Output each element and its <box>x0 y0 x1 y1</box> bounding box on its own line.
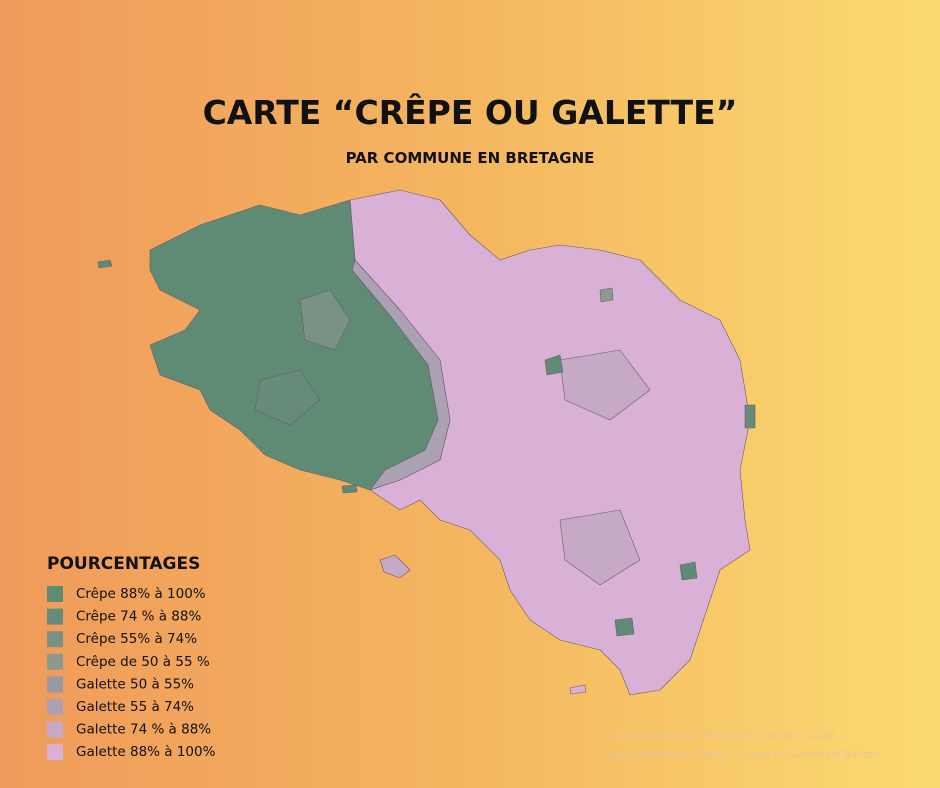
west-patch <box>254 369 321 426</box>
legend-label: Crêpe de 50 à 55 % <box>76 654 210 670</box>
map <box>97 189 756 696</box>
east-spot <box>544 354 564 376</box>
east-spot <box>679 561 698 581</box>
legend-label: Galette 50 à 55% <box>76 676 194 692</box>
island <box>341 484 358 494</box>
legend-swatch <box>47 631 63 648</box>
legend-swatch <box>47 653 63 670</box>
legend-label: Galette 55 à 74% <box>76 699 194 715</box>
east-patch <box>559 349 651 421</box>
island <box>379 554 411 579</box>
west-patch <box>299 289 351 351</box>
legend-swatch <box>47 699 63 715</box>
legend-swatch <box>47 608 63 625</box>
island <box>97 259 113 269</box>
east-patch <box>559 509 641 586</box>
credit: Droits réservés à Simon Cojean et Gwenva… <box>606 749 881 761</box>
east-spot <box>744 404 756 429</box>
island <box>569 684 587 695</box>
legend-label: Crêpe 88% à 100% <box>76 586 206 602</box>
west-region <box>149 199 439 491</box>
legend-swatch <box>47 586 63 602</box>
legend: Crêpe 88% à 100% Crêpe 74 % à 88% Crêpe 55… <box>47 586 216 761</box>
subtitle: PAR COMMUNE EN BRETAGNE <box>346 149 595 167</box>
legend-label: Crêpe 74 % à 88% <box>76 609 201 625</box>
legend-swatch <box>47 676 63 693</box>
title: CARTE “CRÊPE OU GALETTE” <box>203 92 738 132</box>
legend-title: POURCENTAGES <box>47 554 200 574</box>
east-spot <box>599 287 614 303</box>
east-spot <box>614 617 635 637</box>
legend-label: Galette 88% à 100% <box>76 744 216 760</box>
credit: Carte réalisée par Sébastien Garnier - 2… <box>606 730 835 742</box>
legend-label: Crêpe 55% à 74% <box>76 631 197 647</box>
legend-label: Galette 74 % à 88% <box>76 722 211 738</box>
legend-swatch <box>47 744 63 761</box>
legend-swatch <box>47 721 63 738</box>
